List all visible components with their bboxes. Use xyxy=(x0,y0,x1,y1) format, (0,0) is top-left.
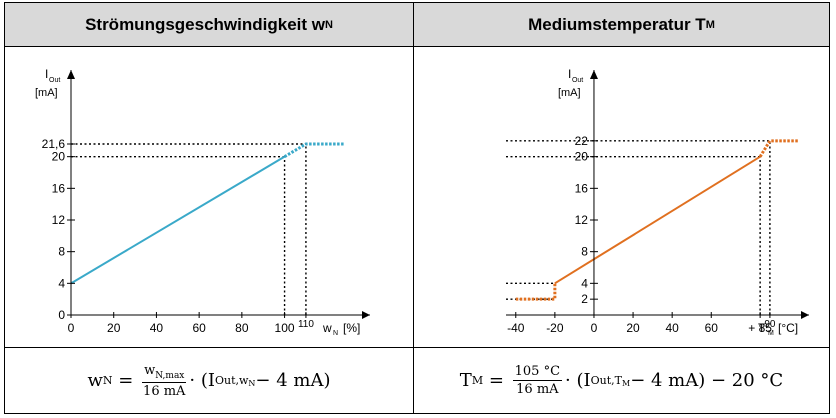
temp-chart-y-label-symbol: I xyxy=(568,67,571,81)
header-left-title: Strömungsgeschwindigkeit w xyxy=(85,14,325,34)
temp-chart-y-tick-label: 4 xyxy=(581,276,588,290)
flow-chart-series-saturation xyxy=(283,142,345,158)
flow-chart-y-axis-arrow xyxy=(67,70,75,79)
formula-row-divider xyxy=(5,347,829,348)
formula-right-rhs-b: − 4 mA) − 20 °C xyxy=(630,370,784,391)
temp-chart-x-tick-label: -20 xyxy=(546,321,564,335)
temp-chart-x-label-symbol: T xyxy=(758,321,766,335)
formula-left-rhs-sub-wrap: Out,wN xyxy=(215,374,255,388)
formula-left-lhs-sub: N xyxy=(102,374,113,387)
temp-chart-y-axis-arrow xyxy=(589,70,598,79)
temp-chart-y-tick-label: 8 xyxy=(581,245,588,259)
temp-chart-y-label-unit: [mA] xyxy=(558,87,581,99)
temp-chart-y-tick-label: 12 xyxy=(575,213,589,227)
flow-chart-y-label-unit: [mA] xyxy=(35,87,58,99)
temp-chart-x-label-unit: [°C] xyxy=(778,321,798,335)
flow-chart-x-tick-label: 20 xyxy=(107,321,121,335)
formula-right-fraction: 105 °C 16 mA xyxy=(512,364,563,397)
temp-chart-x-tick-label: 60 xyxy=(705,321,719,335)
flow-chart-x-tick-label: 40 xyxy=(150,321,164,335)
formula-right-rhs-sub: Out,T xyxy=(590,373,622,387)
formula-left-num: w xyxy=(144,362,156,378)
temp-chart-y-label-sub: Out xyxy=(572,77,583,84)
flow-chart-y-tick-label: 12 xyxy=(52,213,66,227)
flow-chart-x-tick-label: 110 xyxy=(298,319,314,330)
flow-chart-x-tick-label: 60 xyxy=(192,321,206,335)
formula-left-eq: = xyxy=(118,370,134,391)
temp-chart-series-line xyxy=(554,155,761,285)
temp-chart-x-label-sub: M xyxy=(768,330,774,337)
temp-chart-x-tick-label: 90 xyxy=(764,319,776,330)
temp-chart-series-saturation xyxy=(758,139,800,158)
flow-chart-y-tick-label: 4 xyxy=(58,276,65,290)
formula-right-rhs-subsub: M xyxy=(621,378,631,388)
formula-left-rhs-subsub: N xyxy=(248,378,256,388)
temp-chart-x-tick-label: + 85 xyxy=(748,321,772,335)
flow-chart-x-tick-label: 80 xyxy=(235,321,249,335)
flow-chart-y-tick-label: 8 xyxy=(58,245,65,259)
temp-chart-x-tick-label: -40 xyxy=(507,321,525,335)
flow-chart-x-label-symbol: w xyxy=(322,321,332,335)
header-left-sub: N xyxy=(324,18,333,31)
formula-left-fraction: wN,max 16 mA xyxy=(142,362,187,399)
flow-chart-x-axis-arrow xyxy=(362,311,370,319)
flow-chart-x-tick-label: 100 xyxy=(275,321,295,335)
temp-chart-y-tick-label: 20 xyxy=(575,150,589,164)
temp-chart-series-saturation xyxy=(515,283,557,301)
temp-chart-y-tick-label: 22 xyxy=(575,134,589,148)
formula-left-num-sub: N,max xyxy=(155,370,185,381)
column-divider xyxy=(413,3,414,413)
formula-right-den: 16 mA xyxy=(516,382,559,397)
header-right-sub: M xyxy=(705,18,715,31)
formula-right-rhs-sub-wrap: Out,TM xyxy=(591,374,631,388)
formula-left-lhs: w xyxy=(87,370,103,391)
flow-chart-x-label-unit: [%] xyxy=(343,321,360,335)
formula-right-lhs-sub: M xyxy=(471,374,484,387)
flow-chart-series-line xyxy=(70,155,286,285)
formula-left-rhs-b: − 4 mA) xyxy=(255,370,331,391)
formula-right-eq: = xyxy=(488,370,504,391)
flow-chart-y-tick-label: 16 xyxy=(52,181,66,195)
header-right-title: Mediumstemperatur T xyxy=(528,14,706,34)
temp-chart-x-tick-label: 0 xyxy=(591,321,598,335)
temp-chart-x-tick-label: 20 xyxy=(626,321,640,335)
formula-left-rhs-a: · (I xyxy=(189,370,215,391)
temp-chart-x-axis-arrow xyxy=(801,311,809,319)
flow-chart-x-tick-label: 0 xyxy=(68,321,75,335)
temp-chart-x-tick-label: 40 xyxy=(665,321,679,335)
flow-chart-y-tick-label: 20 xyxy=(52,150,66,164)
formula-right-num: 105 °C xyxy=(512,364,563,381)
flow-chart-y-tick-label: 0 xyxy=(58,308,65,322)
formula-left-rhs-sub: Out,w xyxy=(214,373,249,387)
flow-chart-y-label-sub: Out xyxy=(49,77,60,84)
formula-left-den: 16 mA xyxy=(143,383,186,399)
temp-chart-y-tick-label: 2 xyxy=(581,292,588,306)
temp-chart-y-tick-label: 16 xyxy=(575,181,589,195)
formula-right-rhs-a: · (I xyxy=(565,370,591,391)
flow-chart-x-label-sub: N xyxy=(333,330,338,337)
flow-chart-y-label-symbol: I xyxy=(45,67,48,81)
formula-right-lhs: T xyxy=(459,370,472,391)
flow-chart-y-tick-label: 21,6 xyxy=(42,137,66,151)
